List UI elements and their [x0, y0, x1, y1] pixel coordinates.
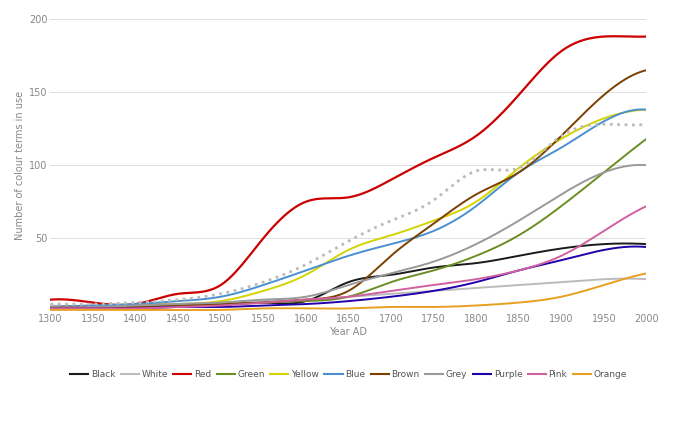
- Y-axis label: Number of colour terms in use: Number of colour terms in use: [15, 90, 25, 240]
- X-axis label: Year AD: Year AD: [329, 327, 367, 337]
- Legend: Black, White, Red, Green, Yellow, Blue, Brown, Grey, Purple, Pink, Orange: Black, White, Red, Green, Yellow, Blue, …: [67, 366, 630, 383]
